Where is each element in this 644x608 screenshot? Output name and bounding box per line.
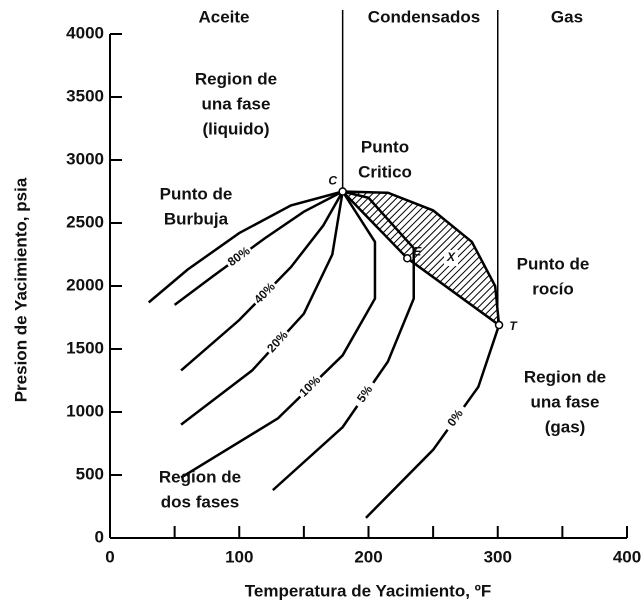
curve [180,190,377,479]
point [403,254,412,263]
x-tick-label: 0 [105,547,114,566]
curve [180,191,344,426]
x-tick-label: 200 [354,547,382,566]
y-axis-title: Presion de Yacimiento, psia [11,177,30,402]
curve-label-bg [295,372,326,402]
curve [180,190,344,372]
annotation: una fase [531,392,600,411]
y-tick-label: 1000 [66,401,104,420]
zone-label: Aceite [198,7,249,26]
x-axis-title: Temperatura de Yacimiento, ºF [245,581,492,600]
y-tick-label: 500 [76,464,104,483]
curve-label-bg [263,327,293,358]
annotation: Region de [524,367,606,386]
x-tick-label: 100 [225,547,253,566]
curve [147,190,343,304]
curve [173,190,344,306]
x-tick-label: 300 [484,547,512,566]
annotation: rocío [532,279,574,298]
y-tick-label: 1500 [66,338,104,357]
point [338,187,347,196]
annotation: Punto de [160,184,233,203]
point [494,320,504,330]
curve-label-bg [223,243,255,271]
zone-label: Gas [551,7,583,26]
annotation: Burbuja [164,209,229,228]
annotation: (liquido) [202,119,269,138]
annotation: Region de [159,467,241,486]
y-tick-label: 0 [95,527,104,546]
annotation: Punto [361,137,409,156]
y-tick-label: 3000 [66,149,104,168]
curve-label-bg [351,378,379,410]
region-label: X [446,250,456,264]
annotation: una fase [202,94,271,113]
y-tick-label: 2000 [66,275,104,294]
annotation: Punto de [517,254,590,273]
curve [272,190,415,492]
zone-label: Condensados [368,7,480,26]
y-tick-label: 2500 [66,212,104,231]
point-label: C [328,174,337,188]
y-tick-label: 4000 [66,23,104,42]
hatched-region [342,191,500,326]
y-tick-label: 3500 [66,86,104,105]
annotation: dos fases [161,492,239,511]
annotation: Region de [195,69,277,88]
annotation: Critico [358,162,412,181]
point-label: E [413,244,422,258]
annotation: (gas) [545,417,586,436]
curve-label-bg [250,278,280,309]
x-tick-label: 400 [613,547,641,566]
curve-label-bg [441,402,470,434]
point-label: T [509,319,518,333]
region-label-bg [444,250,458,266]
